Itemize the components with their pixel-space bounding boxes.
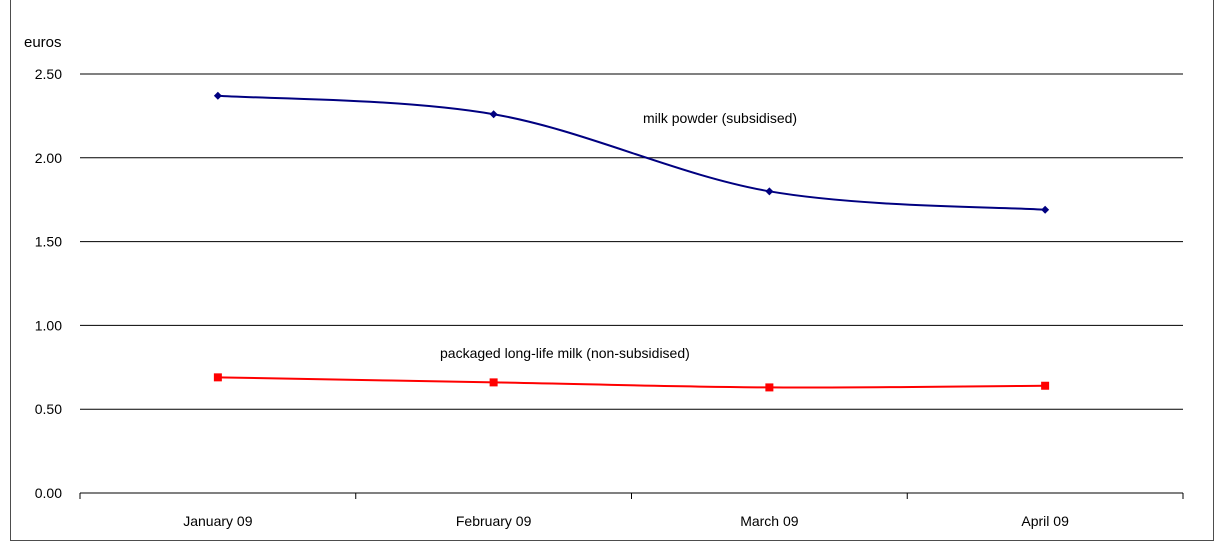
data-point (1041, 381, 1050, 390)
data-point (489, 378, 498, 387)
x-tick-label: April 09 (1021, 513, 1069, 529)
x-tick-label: February 09 (456, 513, 532, 529)
y-tick-label: 0.00 (35, 485, 62, 501)
series-line (217, 376, 1046, 389)
series-line (217, 94, 1046, 211)
y-tick-label: 2.50 (35, 66, 62, 82)
x-tick-label: March 09 (740, 513, 799, 529)
gridlines (80, 73, 1183, 410)
y-axis-unit-label: euros (24, 34, 62, 51)
y-tick-label: 1.50 (35, 234, 62, 250)
x-tick-label: January 09 (183, 513, 252, 529)
x-axis-ticks: January 09 February 09 March 09 April 09 (183, 513, 1069, 529)
data-point (765, 383, 774, 392)
data-point (765, 187, 774, 196)
series-group (213, 91, 1050, 392)
data-point (489, 110, 498, 119)
series-label-milk-powder: milk powder (subsidised) (643, 110, 797, 126)
data-point (213, 373, 222, 382)
data-point (1041, 205, 1050, 214)
y-tick-label: 2.00 (35, 150, 62, 166)
y-tick-label: 1.00 (35, 317, 62, 333)
y-tick-label: 0.50 (35, 401, 62, 417)
series-label-long-life-milk: packaged long-life milk (non-subsidised) (440, 345, 690, 361)
y-axis-ticks: 0.00 0.50 1.00 1.50 2.00 2.50 (35, 66, 62, 501)
data-point (213, 91, 222, 100)
chart-frame (10, 0, 1214, 541)
axes (79, 492, 1184, 499)
